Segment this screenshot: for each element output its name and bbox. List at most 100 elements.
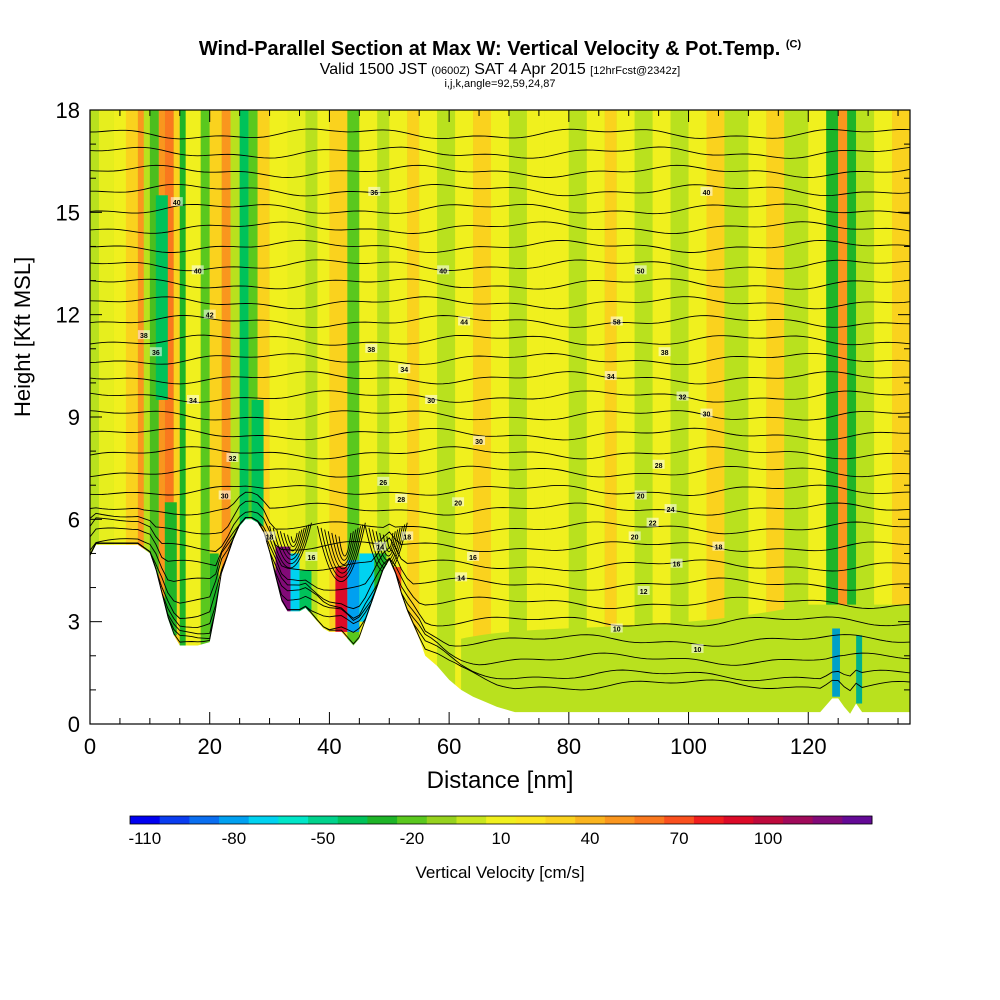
contour-label: 30 (475, 439, 483, 446)
velocity-band (377, 110, 390, 724)
y-tick-label: 6 (68, 507, 80, 532)
velocity-core (299, 570, 312, 612)
colorbar-tick-label: 40 (581, 829, 600, 848)
contour-label: 30 (703, 412, 711, 419)
contour-label-bg (191, 265, 204, 275)
contour-label: 58 (613, 319, 621, 326)
velocity-band (179, 110, 186, 724)
colorbar: -110 -80 -50 -20 10 40 70 100 (128, 815, 873, 848)
contour-label-bg (437, 265, 450, 275)
contour-label: 18 (403, 534, 411, 541)
theta-contour (317, 522, 366, 583)
velocity-core (290, 553, 300, 612)
theta-contour (90, 500, 910, 535)
colorbar-swatch (812, 816, 843, 824)
theta-contour (90, 259, 910, 272)
theta-contours (90, 128, 910, 692)
velocity-band (158, 110, 165, 724)
velocity-band (143, 110, 150, 724)
theta-contour (90, 427, 910, 441)
contour-label: 44 (460, 319, 468, 326)
velocity-band (724, 110, 749, 724)
colorbar-tick-label: -110 (128, 829, 161, 848)
colorbar-swatch (456, 816, 487, 824)
x-tick-label: 0 (84, 734, 96, 759)
theta-contour (324, 526, 361, 574)
contour-label: 32 (679, 395, 687, 402)
contour-label: 40 (703, 190, 711, 197)
velocity-band (652, 110, 671, 724)
contour-label: 30 (221, 493, 229, 500)
contour-label: 34 (189, 398, 197, 405)
colorbar-swatch (545, 816, 576, 824)
contour-label: 50 (637, 268, 645, 275)
valid-time: Valid 1500 JST (319, 61, 427, 78)
contour-label-bg (374, 541, 387, 551)
contour-label-bg (226, 452, 239, 462)
x-tick-label: 40 (317, 734, 341, 759)
contour-label: 42 (206, 313, 214, 320)
contour-label: 40 (439, 268, 447, 275)
velocity-band (838, 110, 848, 724)
colorbar-swatch (604, 816, 636, 824)
theta-contour (90, 371, 910, 385)
contour-label-bg (149, 347, 162, 357)
contour-label: 18 (715, 545, 723, 552)
contour-label-bg (664, 504, 677, 514)
theta-contour (90, 390, 910, 403)
theta-contour (283, 529, 303, 552)
velocity-band (856, 110, 875, 724)
contour-label-bg (263, 531, 276, 541)
velocity-band (137, 110, 144, 724)
colorbar-swatch (189, 816, 220, 824)
contour-label: 36 (152, 350, 160, 357)
theta-contour (90, 183, 910, 197)
title-main-text: Wind-Parallel Section at Max W: Vertical… (198, 38, 781, 60)
velocity-band (670, 110, 689, 724)
contour-label-bg (604, 371, 617, 381)
x-tick-label: 60 (437, 734, 461, 759)
low-level-region (461, 604, 910, 724)
velocity-band (230, 110, 240, 724)
contour-label-bg (610, 316, 623, 326)
colorbar-tick-label: -80 (222, 829, 247, 848)
velocity-core (347, 560, 360, 632)
forecast-info: [12hrFcst@2342z] (590, 65, 681, 77)
contour-label: 26 (379, 480, 387, 487)
contour-label-bg (455, 572, 468, 582)
contour-label: 16 (469, 555, 477, 562)
contour-label: 14 (376, 545, 384, 552)
contour-label: 24 (667, 507, 675, 514)
colorbar-swatch (219, 816, 250, 824)
contour-label-bg (452, 497, 465, 507)
contour-label: 20 (631, 534, 639, 541)
theta-contour (379, 529, 399, 557)
theta-contour (279, 527, 305, 556)
theta-contour (331, 529, 357, 565)
contour-label-bg (646, 517, 659, 527)
velocity-band (688, 110, 707, 724)
contour-label-bg (395, 493, 408, 503)
contour-label: 40 (173, 200, 181, 207)
contour-label: 10 (694, 647, 702, 654)
velocity-band (748, 110, 767, 724)
contour-label: 20 (454, 500, 462, 507)
contour-label: 16 (673, 562, 681, 569)
contour-label-bg (652, 459, 665, 469)
velocity-band (847, 110, 857, 724)
velocity-band (473, 110, 492, 724)
theta-contour (290, 532, 298, 543)
contour-label: 38 (140, 333, 148, 340)
theta-contour (90, 484, 910, 496)
velocity-band (784, 110, 809, 724)
velocity-band (491, 110, 509, 724)
contour-label: 28 (655, 463, 663, 470)
y-axis-label: Height [Kft MSL] (10, 256, 35, 417)
contour-label-bg (473, 435, 486, 445)
title-tag: (C) (785, 38, 802, 51)
terrain (90, 519, 910, 724)
theta-contour (386, 532, 394, 548)
velocity-band (766, 110, 785, 724)
y-tick-label: 18 (56, 98, 80, 123)
